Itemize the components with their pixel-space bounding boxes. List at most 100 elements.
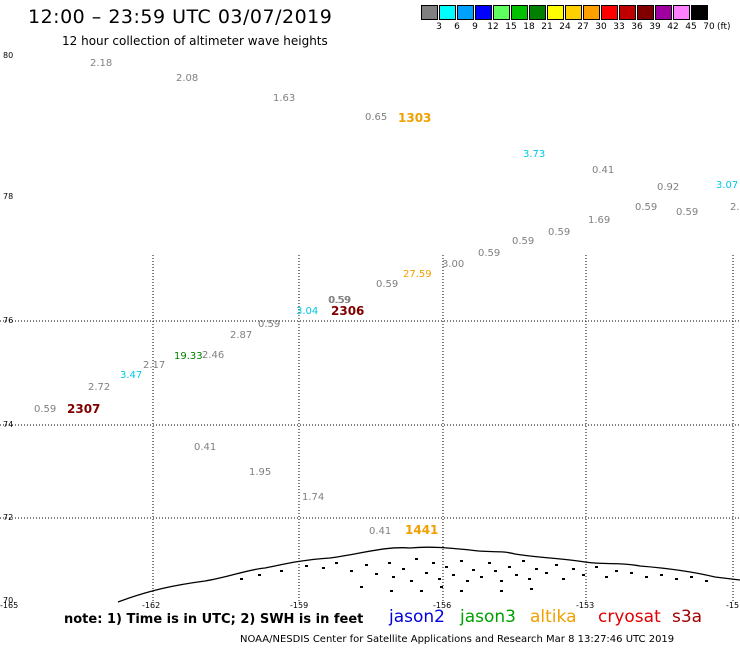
scale-swatch xyxy=(439,5,456,20)
legend-jason2: jason2 xyxy=(389,607,445,627)
legend-s3a: s3a xyxy=(672,607,703,627)
scale-swatch xyxy=(457,5,474,20)
island xyxy=(605,576,608,578)
scale-swatch xyxy=(673,5,690,20)
scale-swatch xyxy=(547,5,564,20)
island xyxy=(500,580,503,582)
island xyxy=(508,566,511,568)
scale-swatch xyxy=(565,5,582,20)
wave-height-value: 0.59 xyxy=(512,236,534,247)
wave-height-value: 0.59 xyxy=(548,227,570,238)
wave-height-value: 3.47 xyxy=(120,370,142,381)
lon-label: -159 xyxy=(290,601,308,610)
island xyxy=(466,580,469,582)
island xyxy=(280,570,283,572)
footer-credit: NOAA/NESDIS Center for Satellite Applica… xyxy=(240,634,675,645)
lat-label: 72 xyxy=(3,513,13,522)
island xyxy=(365,564,368,566)
lat-label: 74 xyxy=(3,420,13,429)
wave-height-value: 0.59 xyxy=(376,279,398,290)
island xyxy=(438,578,441,580)
island xyxy=(402,568,405,570)
lon-label: -162 xyxy=(142,601,160,610)
scale-label: 39 xyxy=(649,22,661,32)
island xyxy=(530,588,533,590)
island xyxy=(690,576,693,578)
wave-height-value: 2.72 xyxy=(88,382,110,393)
island xyxy=(515,574,518,576)
island xyxy=(360,586,363,588)
island xyxy=(452,574,455,576)
island xyxy=(432,562,435,564)
island xyxy=(488,562,491,564)
island xyxy=(350,570,353,572)
scale-label: 21 xyxy=(541,22,553,32)
scale-label: 42 xyxy=(667,22,679,32)
lon-label: -153 xyxy=(576,601,594,610)
scale-label: 30 xyxy=(595,22,607,32)
scale-label: 33 xyxy=(613,22,625,32)
coastline xyxy=(117,546,740,603)
island xyxy=(445,566,448,568)
wave-height-value: 3.07 xyxy=(716,180,738,191)
island xyxy=(595,566,598,568)
island xyxy=(572,568,575,570)
scale-swatch xyxy=(493,5,510,20)
wave-height-value: 3.00 xyxy=(442,259,464,270)
island xyxy=(535,568,538,570)
wave-height-value: 0.92 xyxy=(657,182,679,193)
island xyxy=(562,578,565,580)
legend-jason3: jason3 xyxy=(460,607,516,627)
lon-label: -15 xyxy=(726,601,739,610)
pass-time-label: 2307 xyxy=(67,402,100,416)
island xyxy=(375,573,378,575)
island xyxy=(660,574,663,576)
legend-cryosat: cryosat xyxy=(598,607,661,627)
wave-height-value: 1.74 xyxy=(302,492,324,503)
wave-height-value: 27.59 xyxy=(403,269,432,280)
legend-altika: altika xyxy=(530,607,577,627)
island xyxy=(258,574,261,576)
scale-unit: (ft) xyxy=(717,22,731,32)
wave-height-value: 3.73 xyxy=(523,149,545,160)
island xyxy=(494,570,497,572)
wave-height-value: 2. xyxy=(730,202,740,213)
scale-swatch xyxy=(583,5,600,20)
island xyxy=(528,578,531,580)
color-scale: 3 6 9 12 15 18 21 24 27 30 33 36 39 42 45 70 (ft) xyxy=(421,5,731,35)
scale-swatch xyxy=(529,5,546,20)
wave-height-value: 19.33 xyxy=(174,351,203,362)
wave-height-value: 0.59 xyxy=(34,404,56,415)
scale-label: 24 xyxy=(559,22,571,32)
island xyxy=(630,572,633,574)
lon-label: -165 xyxy=(0,601,18,610)
island xyxy=(645,576,648,578)
lat-label: 76 xyxy=(3,316,13,325)
scale-swatch xyxy=(511,5,528,20)
island xyxy=(410,580,413,582)
wave-height-value: 2.18 xyxy=(90,58,112,69)
island xyxy=(675,578,678,580)
scale-swatch xyxy=(619,5,636,20)
wave-height-value: 0.59 xyxy=(478,248,500,259)
island xyxy=(425,572,428,574)
island xyxy=(545,572,548,574)
island xyxy=(500,590,503,592)
scale-swatch xyxy=(637,5,654,20)
scale-label: 6 xyxy=(454,22,460,32)
scale-swatch xyxy=(601,5,618,20)
scale-label: 3 xyxy=(436,22,442,32)
scale-label: 12 xyxy=(487,22,499,32)
island xyxy=(555,564,558,566)
island xyxy=(472,569,475,571)
map-title: 12:00 – 23:59 UTC 03/07/2019 xyxy=(28,6,333,28)
wave-height-value: 0.41 xyxy=(194,442,216,453)
island xyxy=(460,560,463,562)
scale-swatch xyxy=(421,5,438,20)
wave-height-value: 0.59 xyxy=(329,295,351,306)
scale-label: 27 xyxy=(577,22,589,32)
pass-time-label: 1303 xyxy=(398,111,431,125)
island xyxy=(615,570,618,572)
lat-label: 80 xyxy=(3,51,13,60)
wave-height-value: 0.59 xyxy=(258,319,280,330)
